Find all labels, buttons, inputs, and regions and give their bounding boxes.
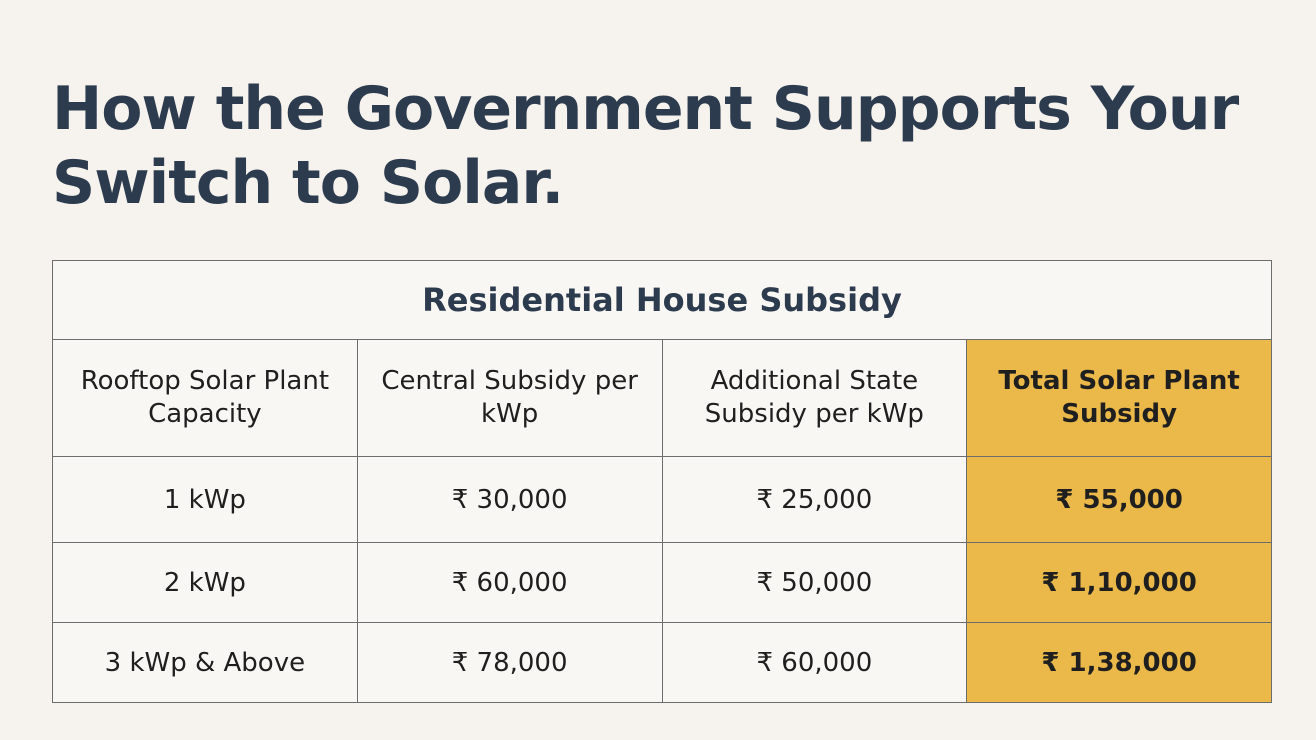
table-cell: ₹ 55,000 — [966, 456, 1272, 543]
header-cell: Central Subsidy per kWp — [356, 339, 663, 457]
table-cell: 2 kWp — [52, 542, 358, 623]
table-cell: ₹ 60,000 — [661, 622, 968, 703]
table-cell: ₹ 78,000 — [356, 622, 663, 703]
table-caption: Residential House Subsidy — [52, 260, 1272, 340]
title: How the Government Supports Your Switch … — [52, 74, 1239, 218]
table-cell: ₹ 25,000 — [661, 456, 968, 543]
subsidy-table: Residential House Subsidy Rooftop Solar … — [52, 260, 1272, 703]
table-cell: ₹ 60,000 — [356, 542, 663, 623]
table-cell: 3 kWp & Above — [52, 622, 358, 703]
table-cell: 1 kWp — [52, 456, 358, 543]
table-cell: ₹ 1,38,000 — [966, 622, 1272, 703]
table-cell: ₹ 1,10,000 — [966, 542, 1272, 623]
table-cell: ₹ 30,000 — [356, 456, 663, 543]
header-cell: Rooftop Solar Plant Capacity — [52, 339, 358, 457]
header-cell: Total Solar Plant Subsidy — [966, 339, 1272, 457]
header-cell: Additional State Subsidy per kWp — [661, 339, 968, 457]
table-cell: ₹ 50,000 — [661, 542, 968, 623]
